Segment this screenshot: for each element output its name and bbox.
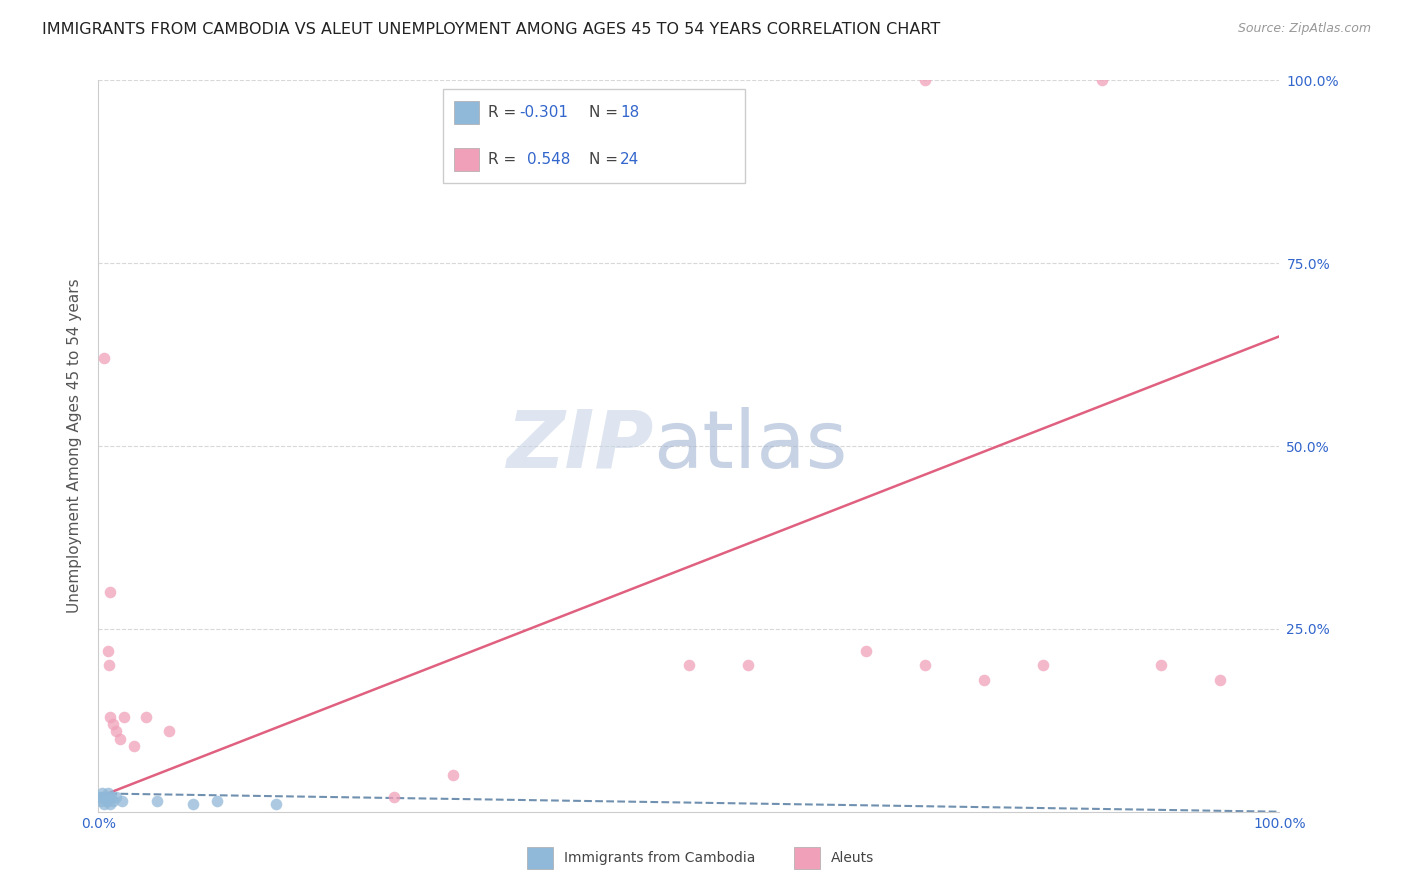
Point bbox=[122, 739, 145, 753]
Point bbox=[914, 73, 936, 87]
Y-axis label: Unemployment Among Ages 45 to 54 years: Unemployment Among Ages 45 to 54 years bbox=[67, 278, 83, 614]
Text: Aleuts: Aleuts bbox=[831, 851, 875, 865]
Point bbox=[98, 585, 121, 599]
Point bbox=[441, 768, 464, 782]
Point bbox=[1091, 73, 1114, 87]
Text: -0.301: -0.301 bbox=[519, 105, 568, 120]
Point bbox=[1032, 658, 1054, 673]
Point bbox=[135, 709, 157, 723]
Point bbox=[105, 724, 128, 739]
Point bbox=[94, 790, 117, 805]
Text: IMMIGRANTS FROM CAMBODIA VS ALEUT UNEMPLOYMENT AMONG AGES 45 TO 54 YEARS CORRELA: IMMIGRANTS FROM CAMBODIA VS ALEUT UNEMPL… bbox=[42, 22, 941, 37]
Text: N =: N = bbox=[589, 152, 623, 167]
Point bbox=[146, 794, 169, 808]
Point bbox=[1150, 658, 1173, 673]
Point bbox=[100, 790, 122, 805]
Point bbox=[89, 790, 111, 805]
Point bbox=[264, 797, 287, 812]
Point bbox=[678, 658, 700, 673]
Text: R =: R = bbox=[488, 152, 526, 167]
Point bbox=[97, 644, 120, 658]
Text: 0.548: 0.548 bbox=[527, 152, 571, 167]
Text: R =: R = bbox=[488, 105, 522, 120]
Point bbox=[157, 724, 180, 739]
Point bbox=[91, 790, 114, 805]
Text: ZIP: ZIP bbox=[506, 407, 654, 485]
Point bbox=[914, 658, 936, 673]
Text: 24: 24 bbox=[620, 152, 640, 167]
Text: N =: N = bbox=[589, 105, 623, 120]
Point bbox=[91, 787, 114, 801]
Point bbox=[1209, 673, 1232, 687]
Point bbox=[98, 658, 121, 673]
Point bbox=[108, 731, 131, 746]
Point bbox=[973, 673, 995, 687]
Point bbox=[737, 658, 759, 673]
Point bbox=[205, 794, 228, 808]
Text: 18: 18 bbox=[620, 105, 640, 120]
Point bbox=[98, 797, 121, 812]
Point bbox=[98, 790, 121, 805]
Point bbox=[855, 644, 877, 658]
Point bbox=[93, 351, 115, 366]
Text: Immigrants from Cambodia: Immigrants from Cambodia bbox=[564, 851, 755, 865]
Point bbox=[90, 794, 112, 808]
Point bbox=[181, 797, 204, 812]
Text: atlas: atlas bbox=[654, 407, 848, 485]
Point bbox=[382, 790, 405, 805]
Point bbox=[101, 717, 124, 731]
Point bbox=[101, 794, 124, 808]
Point bbox=[111, 794, 134, 808]
Point bbox=[93, 797, 115, 812]
Point bbox=[105, 790, 128, 805]
Text: Source: ZipAtlas.com: Source: ZipAtlas.com bbox=[1237, 22, 1371, 36]
Point bbox=[96, 794, 118, 808]
Point bbox=[98, 709, 121, 723]
Point bbox=[112, 709, 135, 723]
Point bbox=[97, 787, 120, 801]
